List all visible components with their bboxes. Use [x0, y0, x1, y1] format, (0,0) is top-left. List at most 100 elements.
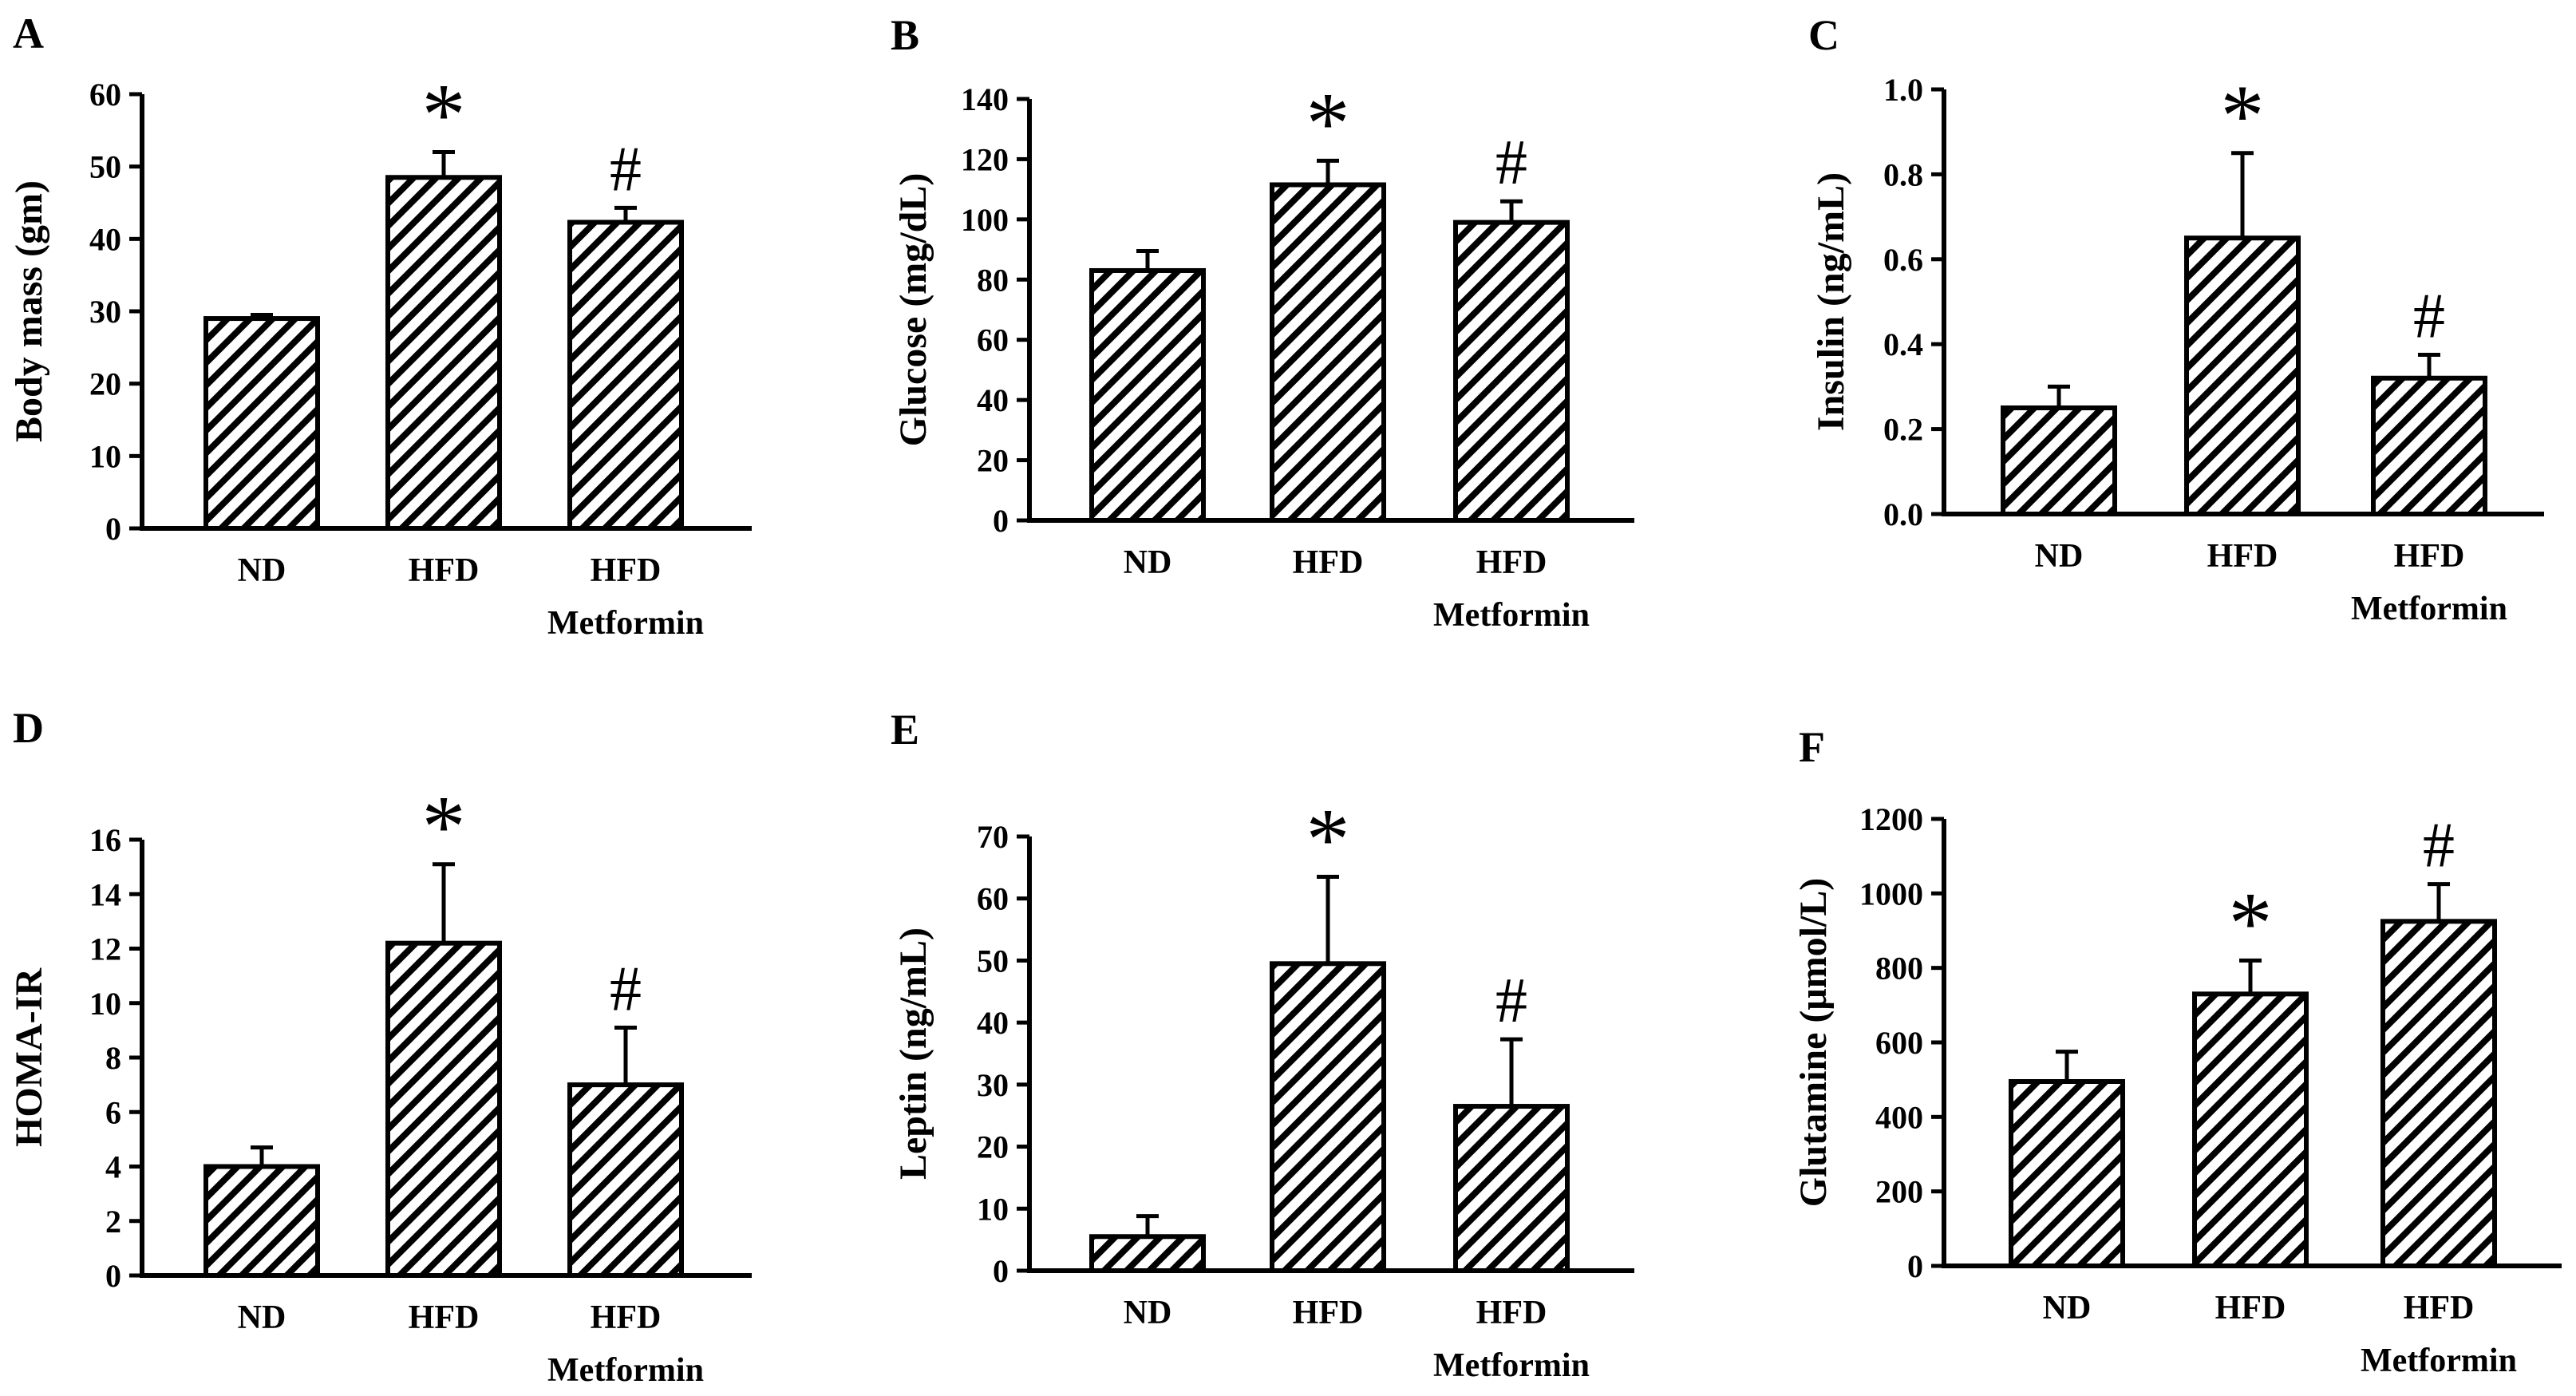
y-tick-label: 4 [105, 1149, 121, 1185]
y-tick-label: 800 [1875, 951, 1923, 987]
y-tick-label: 8 [105, 1040, 121, 1076]
y-tick-label: 400 [1875, 1099, 1923, 1135]
bar [1270, 961, 1386, 1274]
y-tick-label: 10 [977, 1191, 1009, 1227]
bar [2001, 405, 2117, 516]
bar [1270, 182, 1386, 523]
y-tick-label: 2 [105, 1204, 121, 1240]
bar [2192, 991, 2309, 1269]
y-tick-label: 16 [89, 822, 121, 858]
x-tick-label: ND [1124, 544, 1172, 581]
bar [2380, 919, 2497, 1269]
y-tick-label: 200 [1875, 1174, 1923, 1210]
y-tick-label: 1200 [1859, 801, 1923, 837]
x-tick-label: ND [2043, 1290, 2092, 1327]
bar [385, 940, 502, 1279]
y-tick-label: 60 [89, 77, 121, 113]
y-tick-label: 20 [977, 1129, 1009, 1165]
y-tick-label: 50 [89, 149, 121, 185]
x-tick-label: HFD Metformin [1433, 1295, 1590, 1384]
x-tick-label: HFD [409, 552, 480, 589]
y-tick-label: 40 [977, 382, 1009, 418]
significance-star: * [2229, 874, 2273, 971]
significance-star: * [1306, 74, 1350, 172]
panel-label: B [891, 11, 919, 59]
panel-label: C [1808, 11, 1839, 59]
panel-a: A Body mass (gm) 0 10 20 30 40 50 60 ND * HFD # HFD Me… [8, 10, 752, 642]
x-tick-label: HFD Metformin [2361, 1290, 2517, 1379]
panel-c: C Insulin (ng/mL) 0.0 0.2 0.4 0.6 0.8 1.0 ND * HFD… [1808, 11, 2544, 627]
y-tick-label: 140 [961, 81, 1009, 117]
x-tick-label: ND [238, 1299, 286, 1336]
y-tick-label: 120 [961, 141, 1009, 177]
x-tick-label: HFD Metformin [547, 552, 704, 642]
y-tick-label: 12 [89, 931, 121, 967]
bar [1453, 219, 1570, 523]
x-tick-label: HFD Metformin [1433, 544, 1590, 634]
bar [385, 175, 502, 531]
significance-hash: # [1495, 966, 1527, 1036]
y-tick-label: 40 [977, 1005, 1009, 1041]
x-tick-label: HFD [409, 1299, 480, 1336]
y-axis-title: Glutamine (μmol/L) [1792, 878, 1835, 1208]
bar [567, 219, 684, 531]
significance-star: * [2221, 67, 2265, 164]
y-tick-label: 600 [1875, 1025, 1923, 1061]
panel-label: F [1799, 723, 1825, 771]
x-tick-label: HFD Metformin [2351, 538, 2507, 627]
bar [2009, 1079, 2125, 1268]
panel-label: A [13, 10, 44, 57]
y-tick-label: 0 [1907, 1248, 1923, 1284]
y-tick-label: 6 [105, 1094, 121, 1130]
x-tick-label: ND [1124, 1295, 1172, 1331]
y-tick-label: 0 [105, 511, 121, 547]
y-tick-label: 1000 [1859, 876, 1923, 912]
bar [1089, 267, 1206, 523]
y-tick-label: 10 [89, 438, 121, 474]
bar [203, 316, 320, 531]
y-tick-label: 20 [89, 366, 121, 402]
y-tick-label: 20 [977, 443, 1009, 479]
y-tick-label: 60 [977, 881, 1009, 917]
y-tick-label: 0.0 [1883, 496, 1923, 532]
bar [2371, 375, 2487, 517]
y-tick-label: 70 [977, 819, 1009, 855]
y-tick-label: 40 [89, 221, 121, 257]
bar [567, 1082, 684, 1278]
bar [1453, 1104, 1570, 1273]
significance-hash: # [2423, 811, 2455, 881]
y-tick-label: 1.0 [1883, 72, 1923, 108]
y-tick-label: 30 [89, 294, 121, 330]
y-tick-label: 0.8 [1883, 156, 1923, 192]
bar [2184, 235, 2301, 516]
x-tick-label: HFD Metformin [547, 1299, 704, 1389]
panel-d: D HOMA-IR 0 2 4 6 8 10 12 14 16 ND * HFD # HFD Metformin [8, 704, 752, 1389]
y-tick-label: 80 [977, 262, 1009, 298]
significance-hash: # [610, 134, 642, 204]
panel-label: D [13, 704, 44, 752]
y-tick-label: 0 [993, 503, 1009, 539]
panel-e: E Leptin (ng/mL) 0 10 20 30 40 50 60 70 ND * HFD # HFD… [891, 706, 1634, 1384]
x-tick-label: HFD [1293, 1295, 1364, 1331]
x-tick-label: ND [238, 552, 286, 589]
y-tick-label: 14 [89, 876, 121, 912]
panel-f: F Glutamine (μmol/L) 0 200 400 600 800 1000 1200… [1792, 723, 2562, 1379]
panel-b: B Glucose (mg/dL) 0 20 40 60 80 100 120 140 ND * HFD… [891, 11, 1634, 634]
x-tick-label: HFD [1293, 544, 1364, 581]
y-axis-title: Leptin (ng/mL) [892, 927, 934, 1180]
significance-hash: # [2413, 282, 2445, 352]
significance-hash: # [1495, 128, 1527, 198]
y-axis-title: Body mass (gm) [8, 180, 50, 442]
x-tick-label: ND [2035, 538, 2084, 575]
bar [1089, 1234, 1206, 1274]
y-tick-label: 0 [105, 1258, 121, 1294]
significance-hash: # [610, 954, 642, 1024]
y-tick-label: 0.4 [1883, 326, 1923, 362]
significance-star: * [422, 778, 466, 876]
x-tick-label: HFD [2207, 538, 2278, 575]
x-tick-label: HFD [2215, 1290, 2286, 1327]
significance-star: * [1306, 791, 1350, 888]
y-tick-label: 50 [977, 943, 1009, 979]
y-axis-title: Insulin (ng/mL) [1810, 172, 1852, 431]
